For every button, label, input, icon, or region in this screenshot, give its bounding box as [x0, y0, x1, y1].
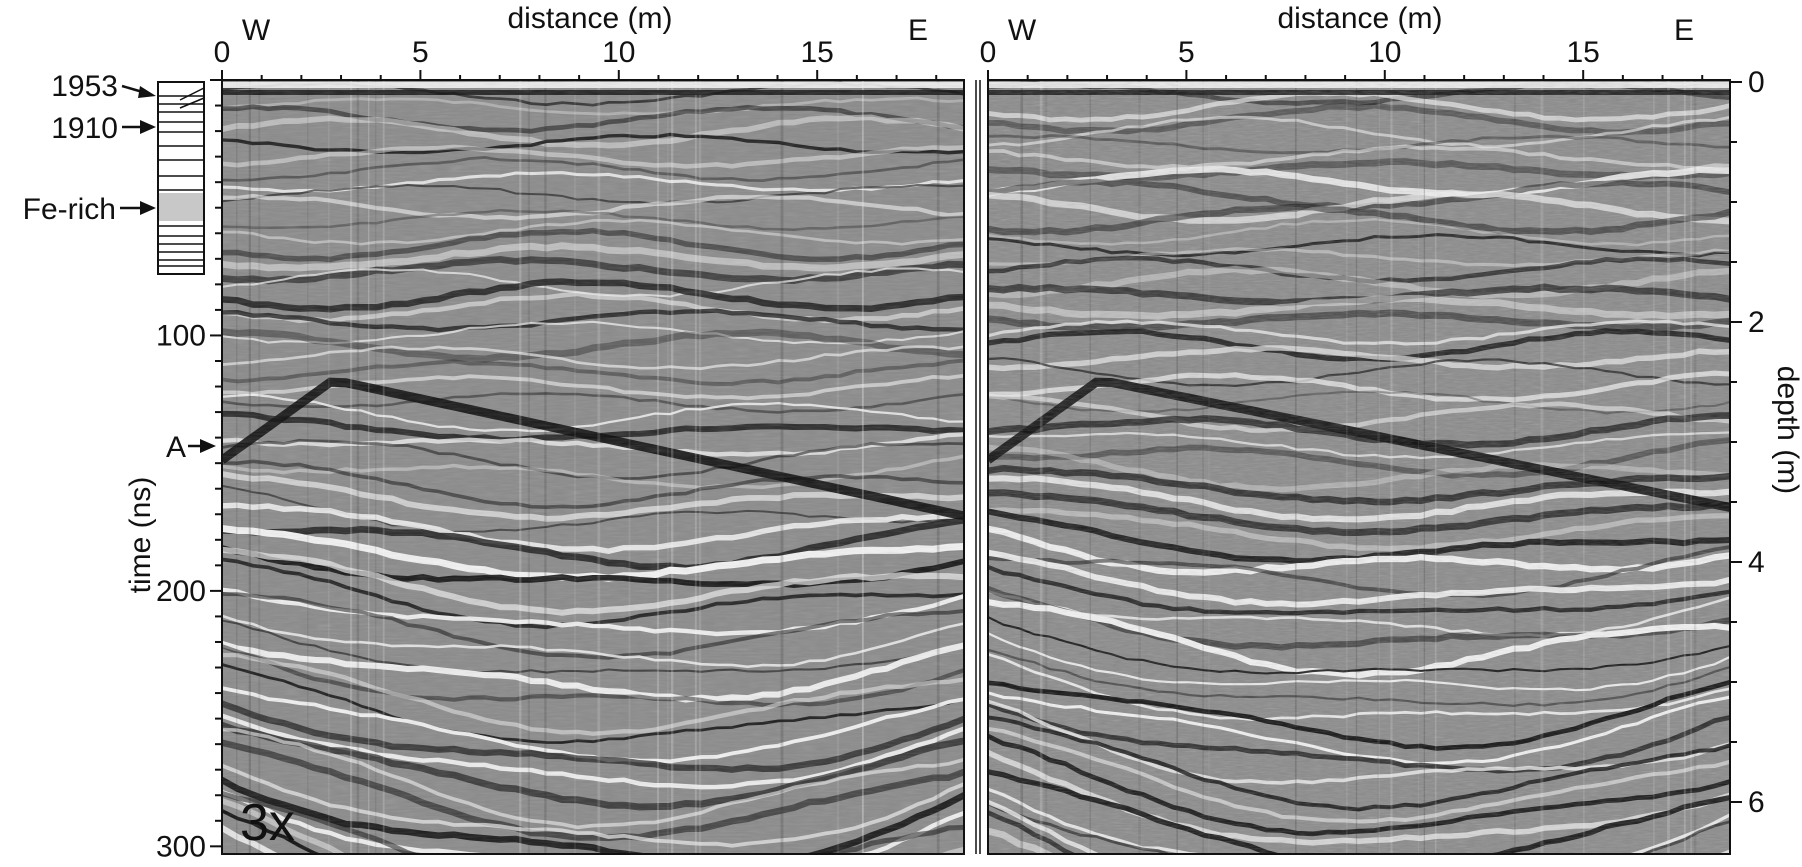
x-tick-label: 5: [412, 36, 429, 69]
core-column-frame: [157, 81, 205, 275]
right-depth-axis-title: depth (m): [1771, 366, 1802, 494]
arrow-right-icon: [138, 86, 156, 98]
y-tick-label: 6: [1748, 786, 1765, 819]
stratigraphic-column: [157, 81, 205, 275]
annotation-reflector-a: A: [166, 431, 216, 464]
arrow-right-icon: [140, 120, 156, 134]
left-east-label: E: [908, 14, 928, 47]
core-slanted-line: [179, 87, 205, 101]
y-tick-label: 200: [156, 575, 206, 608]
arrow-right-icon: [200, 439, 216, 453]
left-west-label: W: [242, 14, 271, 47]
annotation-reflector-a-label: A: [166, 431, 186, 464]
annotation-1953-label: 1953: [51, 70, 118, 103]
right-east-label: E: [1674, 14, 1694, 47]
vertical-exaggeration-label: 3x: [240, 794, 295, 852]
left-time-axis-title: time (ns): [124, 477, 157, 594]
right-west-label: W: [1008, 14, 1037, 47]
x-tick-label: 10: [1368, 36, 1401, 69]
annotation-1910: 1910: [51, 112, 156, 145]
x-tick-label: 0: [980, 36, 997, 69]
y-tick-label: 4: [1748, 546, 1765, 579]
right-top-axis: 0 5 10 15: [980, 36, 1704, 80]
y-tick-label: 0: [1748, 66, 1765, 99]
x-tick-label: 10: [602, 36, 635, 69]
y-tick-label: 100: [156, 319, 206, 352]
fe-rich-layer: [159, 193, 203, 221]
left-top-axis: 0 5 10 15: [214, 36, 938, 80]
x-tick-label: 5: [1178, 36, 1195, 69]
right-distance-axis-title: distance (m): [1277, 2, 1442, 35]
right-panel-frame: [987, 79, 1731, 855]
y-tick-label: 300: [156, 830, 206, 863]
right-noise-texture: [988, 80, 1730, 854]
annotation-fe-rich-label: Fe-rich: [23, 193, 116, 226]
core-slanted-line: [179, 97, 205, 109]
x-tick-label: 15: [800, 36, 833, 69]
y-tick-label: 2: [1748, 306, 1765, 339]
left-radargram-panel: [221, 79, 965, 855]
right-depth-axis: 0 2 4 6: [1730, 66, 1765, 819]
x-tick-label: 15: [1566, 36, 1599, 69]
left-noise-texture: [222, 80, 964, 854]
right-radargram-panel: [987, 79, 1731, 855]
left-distance-axis-title: distance (m): [507, 2, 672, 35]
annotation-1910-label: 1910: [51, 112, 118, 145]
arrow-right-icon: [140, 201, 156, 215]
x-tick-label: 0: [214, 36, 231, 69]
left-time-axis: 100 200 300: [156, 79, 222, 863]
core-layer-lines: [158, 87, 205, 267]
annotation-1953: 1953: [51, 70, 156, 103]
annotation-fe-rich: Fe-rich: [23, 193, 156, 226]
left-panel-frame: [221, 79, 965, 855]
